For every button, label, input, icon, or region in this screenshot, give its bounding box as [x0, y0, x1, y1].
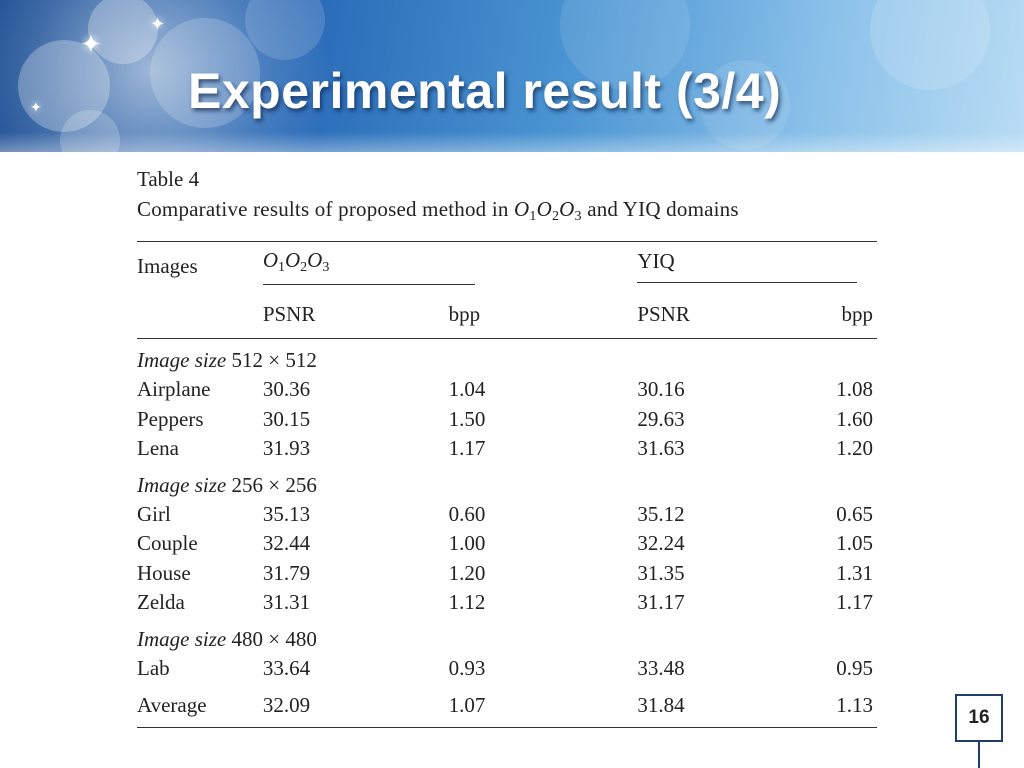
caption-o-symbol: O: [514, 197, 530, 221]
table-row: Airplane 30.36 1.04 30.16 1.08: [137, 377, 873, 402]
decorative-bubble: [60, 110, 120, 152]
table-row: Couple 32.44 1.00 32.24 1.05: [137, 531, 873, 556]
section-row: Image size 512 × 512: [137, 348, 317, 372]
table-row: House 31.79 1.20 31.35 1.31: [137, 560, 873, 585]
decorative-bubble: [18, 40, 110, 132]
table-row: Zelda 31.31 1.12 31.17 1.17: [137, 590, 873, 615]
table-figure: Table 4 Comparative results of proposed …: [137, 164, 877, 728]
results-table: Images O1O2O3 YIQ PSNR bpp PSNR bpp Imag…: [137, 241, 877, 728]
table-row: Peppers 30.15 1.50 29.63 1.60: [137, 406, 873, 431]
header-bpp: bpp: [841, 301, 874, 326]
table-header-row: Images O1O2O3 YIQ: [137, 242, 877, 291]
table-label: Table 4: [137, 167, 200, 191]
sparkle-icon: ✦: [80, 30, 102, 60]
slide-title: Experimental result (3/4): [188, 63, 782, 119]
sparkle-icon: ✦: [30, 100, 42, 116]
table-row-average: Average 32.09 1.07 31.84 1.13: [137, 692, 873, 717]
header-bpp: bpp: [448, 301, 481, 326]
table-row: Lena 31.93 1.17 31.63 1.20: [137, 436, 873, 461]
title-banner: ✦ ✦ ✦ Experimental result (3/4): [0, 0, 1024, 152]
caption-prefix: Comparative results of proposed method i…: [137, 197, 509, 221]
decorative-bubble: [150, 18, 260, 128]
header-group-o1o2o3: O1O2O3: [262, 242, 531, 291]
header-psnr: PSNR: [637, 301, 690, 326]
banner-glow: [0, 0, 360, 152]
section-row: Image size 256 × 256: [137, 472, 317, 497]
decorative-bubble: [700, 60, 790, 150]
header-psnr: PSNR: [262, 301, 316, 326]
section-row: Image size 480 × 480: [137, 626, 317, 651]
page-number-connector: [978, 742, 980, 768]
table-subheader-row: PSNR bpp PSNR bpp: [137, 290, 877, 339]
decorative-bubble: [870, 0, 990, 90]
decorative-bubble: [88, 0, 158, 64]
header-group-yiq: YIQ: [530, 242, 877, 291]
sparkle-icon: ✦: [150, 14, 166, 35]
table-row: Lab 33.64 0.93 33.48 0.95: [137, 655, 873, 680]
table-caption: Comparative results of proposed method i…: [137, 197, 739, 224]
page-number: 16: [955, 694, 1003, 742]
banner-fade: [0, 132, 1024, 152]
header-images: Images: [137, 253, 198, 278]
table-row: Girl 35.13 0.60 35.12 0.65: [137, 501, 873, 526]
caption-suffix: and YIQ domains: [587, 197, 739, 221]
